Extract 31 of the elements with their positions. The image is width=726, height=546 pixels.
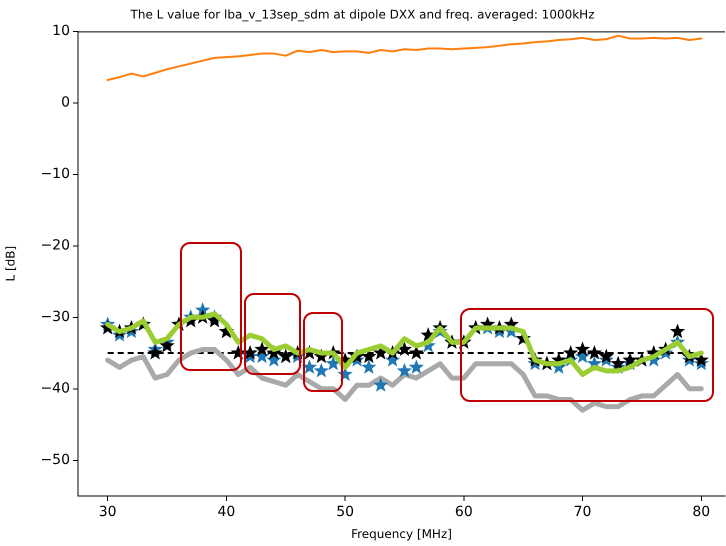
point [361,359,376,374]
y-tick-label: −20 [40,237,70,254]
y-axis-title: L [dB] [3,246,18,282]
point [586,345,602,360]
point [598,348,614,364]
point [574,341,590,356]
point [314,362,329,378]
point [302,359,318,374]
y-tick-label: 0 [61,94,70,111]
x-tick-label: 40 [217,504,236,520]
point [148,345,163,360]
x-axis-title: Frequency [MHz] [351,526,452,541]
x-tick-label: 80 [692,504,710,520]
chart-title: The L value for lba_v_13sep_sdm at dipole DXX and freq. averaged: 1000kHz [130,7,594,22]
y-tick-label: −30 [40,308,70,325]
point [254,341,270,356]
y-tick-label: 10 [52,23,70,40]
point [396,362,412,378]
x-tick-label: 60 [454,504,473,520]
x-tick-label: 30 [98,504,117,520]
point [610,356,626,370]
point [670,324,686,338]
x-tick-label: 50 [336,504,354,520]
point [563,345,578,360]
y-tick-label: −10 [40,166,70,182]
point [408,359,424,374]
point [373,377,388,392]
y-tick-label: −50 [40,452,70,468]
x-tick-label: 70 [574,504,592,520]
y-tick-label: −40 [40,380,70,396]
point [242,345,258,360]
